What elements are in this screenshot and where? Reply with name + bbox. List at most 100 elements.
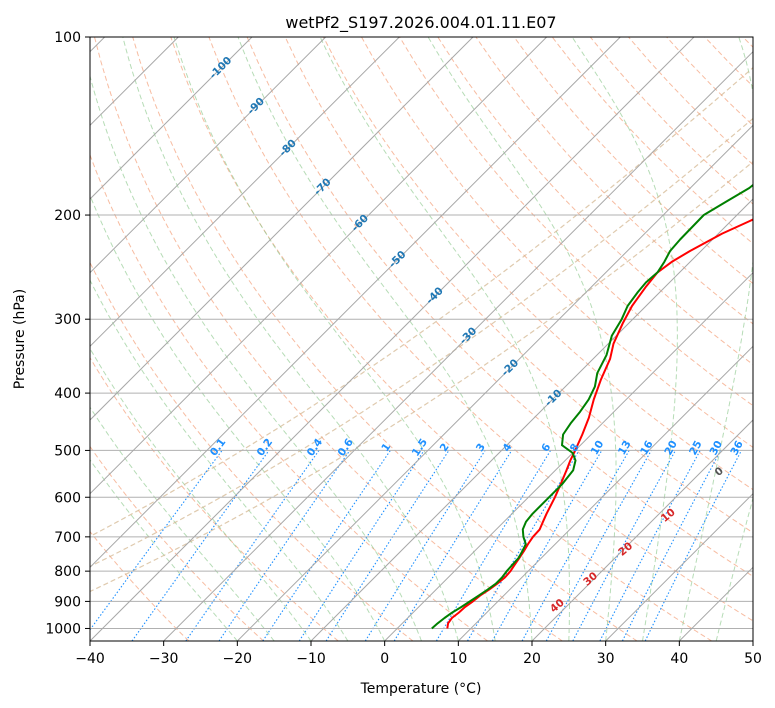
x-tick-label: −30: [149, 651, 179, 667]
mixing-ratio-line: [644, 450, 742, 641]
y-tick-label: 100: [54, 30, 81, 46]
moist-adiabat: [237, 37, 533, 641]
isotherm: [531, 419, 753, 641]
isotherm: [236, 124, 753, 641]
dewpoint-profile-line: [431, 183, 753, 630]
dry-adiabat: [132, 37, 638, 641]
mixing-ratio-line: [521, 450, 630, 641]
axes: −40 −30 −20 −10 0 10 20 30 40 50 1000 900 800 700 600 5…: [45, 30, 762, 667]
x-tick-label: 10: [449, 651, 467, 667]
mixing-ratio-label: 0.1: [208, 436, 229, 458]
isotherm: [678, 566, 753, 641]
chart-title: wetPf2_S197.2026.004.01.11.E07: [285, 13, 556, 33]
mixing-ratio-label: 6: [539, 442, 553, 455]
mixing-ratio-line: [572, 450, 676, 641]
dry-adiabat: [437, 37, 753, 366]
x-tick-label: −20: [223, 651, 253, 667]
moist-adiabat: [319, 37, 570, 641]
isotherm: [90, 37, 474, 421]
mixing-ratio-label: 4: [500, 441, 514, 454]
isotherm: [310, 198, 753, 641]
dry-adiabat: [90, 530, 190, 641]
isotherm: [605, 492, 753, 641]
mixing-ratio-label: 30: [708, 439, 725, 458]
moist-adiabat: [122, 37, 459, 641]
mixing-ratio-line: [131, 450, 270, 641]
reference-curve: [90, 66, 753, 538]
moist-adiabat: [173, 37, 496, 641]
mixing-ratio-label: 16: [638, 439, 656, 458]
y-tick-label: 200: [54, 208, 81, 224]
isotherm: [457, 345, 753, 641]
dry-adiabat: [704, 37, 753, 87]
dry-adiabat: [399, 37, 753, 407]
y-tick-label: 800: [54, 564, 81, 580]
plot-frame: [89, 36, 754, 642]
mixing-ratio-line: [599, 450, 701, 641]
x-tick-label: 50: [744, 651, 762, 667]
moist-adiabat: [90, 458, 238, 641]
reference-line-labels: 0.1 0.2 0.4 0.6 1 1.5 2 3 4 6 8 10 13 16 20 25 30 36-10-2…: [207, 54, 746, 615]
mixing-ratio-line: [364, 450, 486, 641]
mixing-ratio-label: 10: [589, 438, 607, 457]
mixing-ratio-label: 0.4: [305, 436, 326, 458]
mixing-ratio-line: [262, 450, 391, 641]
mixing-ratio-label: 0.2: [255, 436, 276, 458]
x-tick-label: 20: [523, 651, 541, 667]
dry-adiabat: [90, 153, 488, 641]
mixing-ratio-label: 2: [438, 441, 452, 454]
mixing-ratio-label: 36: [728, 439, 745, 458]
dry-adiabat: [246, 37, 753, 577]
y-tick-label: 300: [54, 312, 81, 328]
mixing-ratio-label: 3: [474, 441, 488, 454]
dry-adiabat: [170, 37, 712, 641]
dry-adiabat: [361, 37, 753, 448]
moist-adiabat: [715, 496, 753, 641]
wet-bulb-label: 20: [616, 540, 635, 559]
mixing-ratio-label: 1: [379, 441, 393, 454]
mixing-ratio-line: [545, 450, 652, 641]
x-axis-label: Temperature (°C): [360, 681, 482, 697]
x-tick-label: 0: [380, 651, 389, 667]
mixing-ratio-label: 1.5: [410, 437, 430, 459]
x-tick-label: −10: [296, 651, 326, 667]
profile-series: [431, 183, 753, 630]
x-tick-label: 40: [670, 651, 688, 667]
isotherm: [90, 37, 695, 641]
y-tick-label: 900: [54, 594, 81, 610]
isotherm: [90, 37, 400, 348]
isotherm: [90, 37, 621, 569]
isotherm: [90, 37, 548, 495]
isotherm: [384, 271, 753, 641]
isotherm: [90, 37, 253, 200]
dry-adiabat: [322, 37, 753, 491]
mixing-ratio-line: [621, 450, 722, 641]
reference-curve: [90, 160, 753, 593]
moist-adiabat: [678, 37, 753, 641]
mixing-ratio-line: [218, 450, 351, 641]
dry-adiabat: [284, 37, 753, 534]
wet-bulb-label: 40: [548, 597, 567, 616]
temperature-profile-line: [446, 218, 753, 629]
dry-adiabat: [513, 37, 753, 285]
skewed-isotherms: [90, 37, 753, 641]
background-reference-lines: [90, 37, 753, 641]
reference-curve: [90, 117, 753, 568]
dry-adiabat: [742, 37, 753, 48]
y-tick-label: 700: [54, 530, 81, 546]
isotherm: [752, 640, 753, 641]
mixing-ratio-line: [435, 450, 552, 641]
y-tick-label: 600: [54, 490, 81, 506]
wet-bulb-label: 30: [581, 570, 600, 589]
mixing-ratio-label: 13: [616, 439, 634, 458]
dry-adiabat: [90, 445, 264, 641]
y-tick-label: 1000: [45, 621, 81, 637]
y-tick-label: 500: [54, 443, 81, 459]
y-axis-label: Pressure (hPa): [12, 289, 28, 389]
pressure-gridlines: [90, 37, 753, 629]
moist-adiabat: [90, 347, 312, 641]
dry-adiabat: [666, 37, 753, 127]
dry-adiabat: [90, 356, 339, 641]
mixing-ratio-line: [185, 450, 320, 641]
